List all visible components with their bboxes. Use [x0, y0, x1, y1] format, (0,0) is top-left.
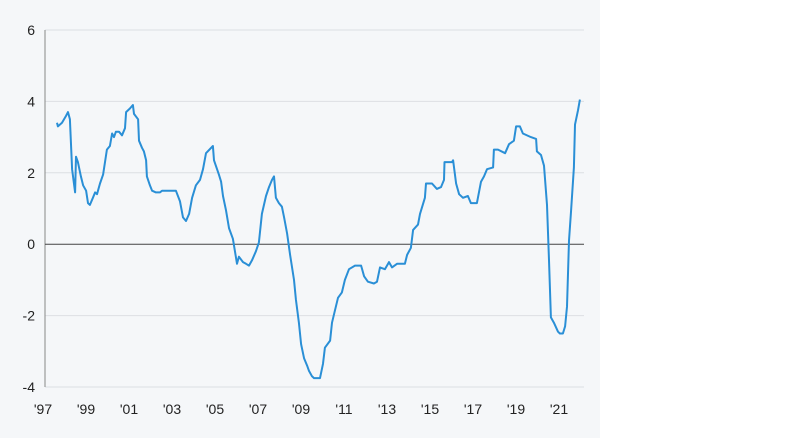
y-tick-label: -4 [23, 379, 36, 395]
x-tick-label: '11 [335, 401, 352, 417]
x-tick-label: '17 [464, 401, 482, 417]
x-tick-label: '01 [120, 401, 138, 417]
x-tick-label: '05 [206, 401, 224, 417]
gridlines [45, 29, 584, 388]
x-tick-label: '21 [550, 401, 568, 417]
x-tick-label: '09 [292, 401, 310, 417]
x-tick-label: '97 [34, 401, 52, 417]
y-tick-label: 4 [27, 93, 35, 109]
x-tick-label: '03 [163, 401, 181, 417]
x-axis-ticks: '97 '99 '01 '03 '05 '07 '09 '11 '13 '15 '17 '19 '21 [34, 401, 568, 417]
x-tick-label: '13 [378, 401, 396, 417]
x-tick-label: '99 [77, 401, 95, 417]
x-tick-label: '19 [507, 401, 525, 417]
y-tick-label: 0 [27, 236, 35, 252]
y-tick-label: 6 [27, 22, 35, 38]
series-line [56, 99, 581, 380]
x-tick-label: '07 [249, 401, 267, 417]
y-tick-label: 2 [27, 165, 35, 181]
chart-background [0, 0, 600, 438]
y-tick-label: -2 [23, 308, 36, 324]
y-axis-ticks: 6 4 2 0 -2 -4 [23, 22, 36, 395]
x-tick-label: '15 [421, 401, 439, 417]
